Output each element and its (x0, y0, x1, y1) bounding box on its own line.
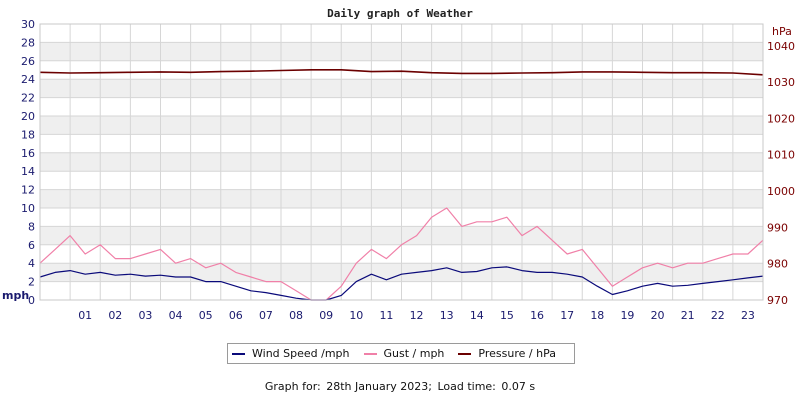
left-tick-label: 28 (21, 36, 35, 49)
chart-title: Daily graph of Weather (327, 7, 473, 20)
right-tick-label: 1030 (767, 76, 795, 89)
series-layer (39, 69, 764, 301)
wind-speed-line (39, 266, 764, 301)
left-tick-label: 0 (28, 294, 35, 307)
right-tick-label: 1010 (767, 149, 795, 162)
right-tick-label: 980 (767, 258, 788, 271)
right-tick-label: 1000 (767, 185, 795, 198)
axes: 0246810121416182022242628309709809901000… (21, 18, 795, 322)
right-axis-unit: hPa (772, 25, 792, 38)
legend-item-gust: Gust / mph (363, 347, 445, 360)
x-tick-label: 08 (289, 309, 303, 322)
left-tick-label: 2 (28, 276, 35, 289)
footer-load-label: Load time: (437, 380, 496, 393)
left-axis-unit: mph (2, 289, 29, 302)
footer-status: Graph for: 28th January 2023; Load time:… (0, 380, 800, 393)
x-tick-label: 21 (681, 309, 695, 322)
footer-load-value: 0.07 s (501, 380, 536, 393)
x-tick-label: 06 (229, 309, 243, 322)
x-tick-label: 20 (651, 309, 665, 322)
gust-line (39, 207, 764, 301)
footer-date: 28th January 2023; (326, 380, 432, 393)
left-tick-label: 8 (28, 220, 35, 233)
left-tick-label: 20 (21, 110, 35, 123)
plot-frame (39, 23, 764, 301)
left-tick-label: 16 (21, 147, 35, 160)
x-tick-label: 17 (560, 309, 574, 322)
x-tick-label: 03 (138, 309, 152, 322)
x-tick-label: 11 (379, 309, 393, 322)
x-tick-label: 12 (410, 309, 424, 322)
x-tick-label: 16 (530, 309, 544, 322)
x-tick-label: 23 (741, 309, 755, 322)
pressure-swatch (458, 352, 472, 355)
x-tick-label: 09 (319, 309, 333, 322)
x-tick-label: 14 (470, 309, 484, 322)
left-tick-label: 10 (21, 202, 35, 215)
x-tick-label: 19 (620, 309, 634, 322)
legend: Wind Speed /mph Gust / mph Pressure / hP… (227, 343, 575, 364)
x-tick-label: 22 (711, 309, 725, 322)
x-tick-label: 07 (259, 309, 273, 322)
left-tick-label: 12 (21, 184, 35, 197)
gust-swatch (363, 352, 377, 355)
pressure-line (39, 69, 764, 76)
right-tick-label: 970 (767, 294, 788, 307)
wind-speed-swatch (232, 352, 245, 355)
footer-prefix: Graph for: (264, 380, 321, 393)
x-tick-label: 04 (169, 309, 183, 322)
legend-item-pressure: Pressure / hPa (458, 347, 556, 360)
x-tick-label: 05 (199, 309, 213, 322)
left-tick-label: 22 (21, 92, 35, 105)
x-tick-label: 10 (349, 309, 363, 322)
x-tick-label: 18 (590, 309, 604, 322)
x-tick-label: 13 (440, 309, 454, 322)
left-tick-label: 30 (21, 18, 35, 31)
legend-label-pressure: Pressure / hPa (478, 347, 556, 360)
x-tick-label: 01 (78, 309, 92, 322)
right-tick-label: 990 (767, 221, 788, 234)
legend-label-gust: Gust / mph (383, 347, 445, 360)
right-tick-label: 1020 (767, 112, 795, 125)
left-tick-label: 26 (21, 55, 35, 68)
left-tick-label: 6 (28, 239, 35, 252)
left-tick-label: 4 (28, 257, 35, 270)
left-tick-label: 24 (21, 73, 35, 86)
x-tick-label: 15 (500, 309, 514, 322)
legend-item-wind: Wind Speed /mph (232, 347, 350, 360)
x-tick-label: 02 (108, 309, 122, 322)
weather-chart: 0246810121416182022242628309709809901000… (2, 7, 795, 322)
right-tick-label: 1040 (767, 40, 795, 53)
left-tick-label: 18 (21, 128, 35, 141)
legend-label-wind: Wind Speed /mph (252, 347, 350, 360)
left-tick-label: 14 (21, 165, 35, 178)
